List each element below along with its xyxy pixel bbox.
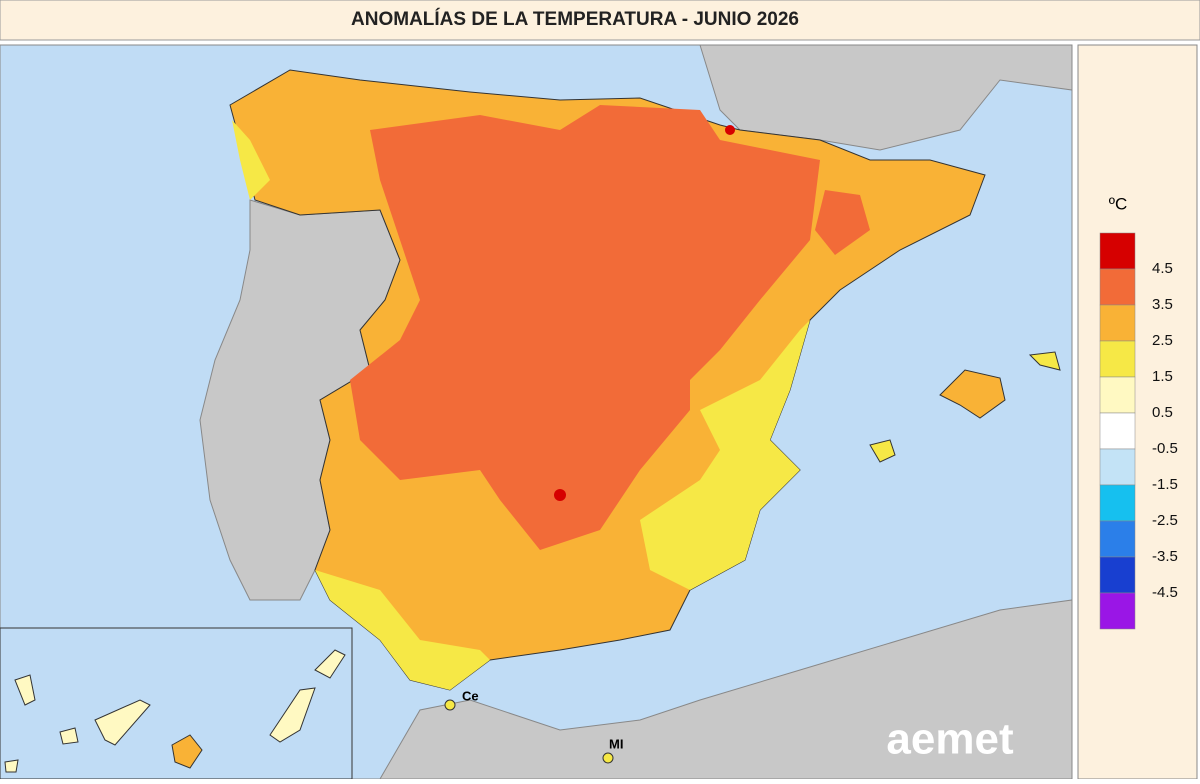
melilla-label: MI — [609, 736, 623, 751]
island — [59, 727, 79, 745]
legend-label: 0.5 — [1152, 404, 1173, 421]
legend-swatch — [1099, 304, 1136, 342]
legend-swatch — [1099, 340, 1136, 378]
legend-label: 4.5 — [1152, 260, 1173, 277]
melilla-dot — [602, 752, 614, 764]
island — [14, 674, 36, 706]
island — [94, 699, 151, 746]
island — [171, 734, 203, 769]
legend-label: -3.5 — [1152, 548, 1178, 565]
title: ANOMALÍAS DE LA TEMPERATURA - JUNIO 2026 — [351, 8, 799, 30]
legend-label: -2.5 — [1152, 512, 1178, 529]
legend-label: 2.5 — [1152, 332, 1173, 349]
france — [699, 44, 1073, 151]
legend-label: -4.5 — [1152, 584, 1178, 601]
cool-east — [640, 320, 810, 590]
legend-label: -0.5 — [1152, 440, 1178, 457]
legend-label: 1.5 — [1152, 368, 1173, 385]
cool-galicia — [232, 120, 270, 200]
map: Ce MI aemet — [0, 44, 1073, 780]
legend: ºC 4.5 3.5 2.5 1.5 0.5 -0.5 -1.5 -2.5 -3.5 -4.5 — [1077, 44, 1198, 780]
island — [269, 687, 316, 743]
warm-core — [350, 105, 820, 550]
legend-swatch — [1099, 520, 1136, 558]
hot-spot — [554, 489, 566, 501]
legend-swatch — [1099, 268, 1136, 306]
legend-panel — [1077, 44, 1198, 780]
ceuta-dot — [444, 699, 456, 711]
legend-unit: ºC — [1109, 194, 1128, 213]
island — [4, 759, 19, 773]
menorca — [1028, 351, 1061, 371]
logo: aemet — [886, 715, 1014, 764]
island — [314, 649, 346, 679]
cool-southwest — [315, 570, 490, 690]
ibiza — [869, 439, 896, 463]
legend-swatch — [1099, 556, 1136, 594]
legend-swatch — [1099, 376, 1136, 414]
africa — [379, 599, 1073, 780]
mallorca — [939, 369, 1006, 419]
title-bar — [0, 0, 1200, 41]
hot-spot — [725, 125, 735, 135]
legend-swatch — [1099, 484, 1136, 522]
warm-east — [815, 190, 870, 255]
legend-swatch — [1099, 592, 1136, 630]
legend-label: 3.5 — [1152, 296, 1173, 313]
legend-swatch — [1099, 412, 1136, 450]
ceuta-label: Ce — [462, 688, 479, 703]
legend-swatch — [1099, 448, 1136, 486]
legend-swatch — [1099, 232, 1136, 270]
legend-label: -1.5 — [1152, 476, 1178, 493]
